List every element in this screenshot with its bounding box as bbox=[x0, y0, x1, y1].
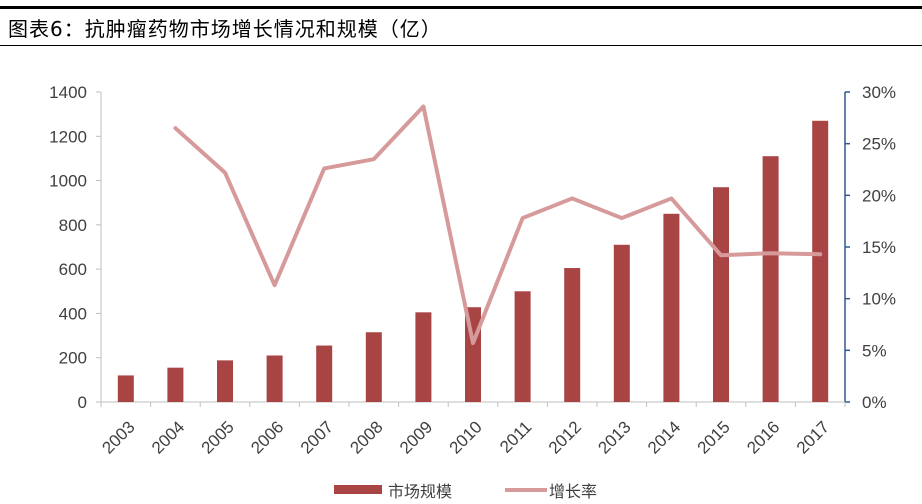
bar bbox=[812, 120, 829, 403]
title-bar: 图表6：抗肿瘤药物市场增长情况和规模（亿） bbox=[0, 0, 922, 48]
left-axis-tick-label: 800 bbox=[59, 216, 87, 235]
right-axis-tick-label: 20% bbox=[862, 186, 896, 205]
bar bbox=[762, 156, 779, 402]
bar bbox=[713, 187, 729, 402]
growth-rate-line bbox=[173, 104, 823, 346]
legend-swatch-bar bbox=[334, 485, 382, 494]
bar bbox=[316, 345, 333, 402]
right-axis-tick-label: 25% bbox=[862, 135, 896, 154]
left-axis-tick-label: 200 bbox=[59, 349, 87, 368]
right-axis-tick-label: 5% bbox=[862, 341, 887, 360]
x-axis-tick-label: 2016 bbox=[743, 417, 783, 457]
x-axis-tick-label: 2009 bbox=[396, 417, 436, 457]
left-axis-tick-label: 0 bbox=[78, 393, 87, 412]
left-axis-tick-label: 1400 bbox=[49, 83, 87, 102]
legend: 市场规模 增长率 bbox=[334, 482, 597, 501]
bar bbox=[514, 291, 531, 402]
line-series bbox=[173, 104, 823, 346]
title-rule-bottom bbox=[0, 45, 922, 46]
x-axis-tick-label: 2017 bbox=[793, 417, 833, 457]
x-axis-tick-label: 2005 bbox=[198, 417, 238, 457]
bar bbox=[415, 312, 432, 402]
legend-label-bar: 市场规模 bbox=[388, 482, 452, 501]
x-axis-tick-label: 2006 bbox=[247, 417, 287, 457]
x-axis-tick-label: 2010 bbox=[446, 417, 486, 457]
right-axis-tick-label: 10% bbox=[862, 290, 896, 309]
x-axis-tick-label: 2014 bbox=[644, 417, 684, 457]
x-axis-tick-label: 2015 bbox=[694, 417, 734, 457]
bar bbox=[167, 367, 184, 402]
right-axis-tick-label: 15% bbox=[862, 238, 896, 257]
bar bbox=[365, 332, 382, 402]
left-axis-tick-label: 400 bbox=[59, 304, 87, 323]
left-axis-tick-label: 1000 bbox=[49, 172, 87, 191]
left-axis-tick-label: 1200 bbox=[49, 127, 87, 146]
x-axis-tick-label: 2007 bbox=[297, 417, 337, 457]
title-rule-top bbox=[0, 6, 922, 9]
left-axis-tick-label: 600 bbox=[59, 260, 87, 279]
x-axis-tick-label: 2004 bbox=[148, 417, 188, 457]
legend-label-line: 增长率 bbox=[549, 482, 597, 501]
x-axis-tick-label: 2008 bbox=[346, 417, 386, 457]
x-axis-tick-label: 2012 bbox=[545, 417, 585, 457]
bar bbox=[663, 213, 680, 402]
x-axis-tick-label: 2013 bbox=[594, 417, 634, 457]
bar bbox=[117, 375, 134, 402]
bar-series bbox=[117, 120, 829, 403]
right-axis-tick-label: 0% bbox=[862, 393, 887, 412]
right-axis-tick-label: 30% bbox=[862, 83, 896, 102]
x-axis-tick-label: 2003 bbox=[98, 417, 138, 457]
bar bbox=[613, 244, 630, 402]
bar bbox=[217, 360, 233, 402]
chart-title: 图表6：抗肿瘤药物市场增长情况和规模（亿） bbox=[8, 17, 442, 41]
bar bbox=[564, 268, 581, 402]
x-axis-tick-label: 2011 bbox=[496, 417, 535, 456]
bar bbox=[266, 355, 283, 402]
